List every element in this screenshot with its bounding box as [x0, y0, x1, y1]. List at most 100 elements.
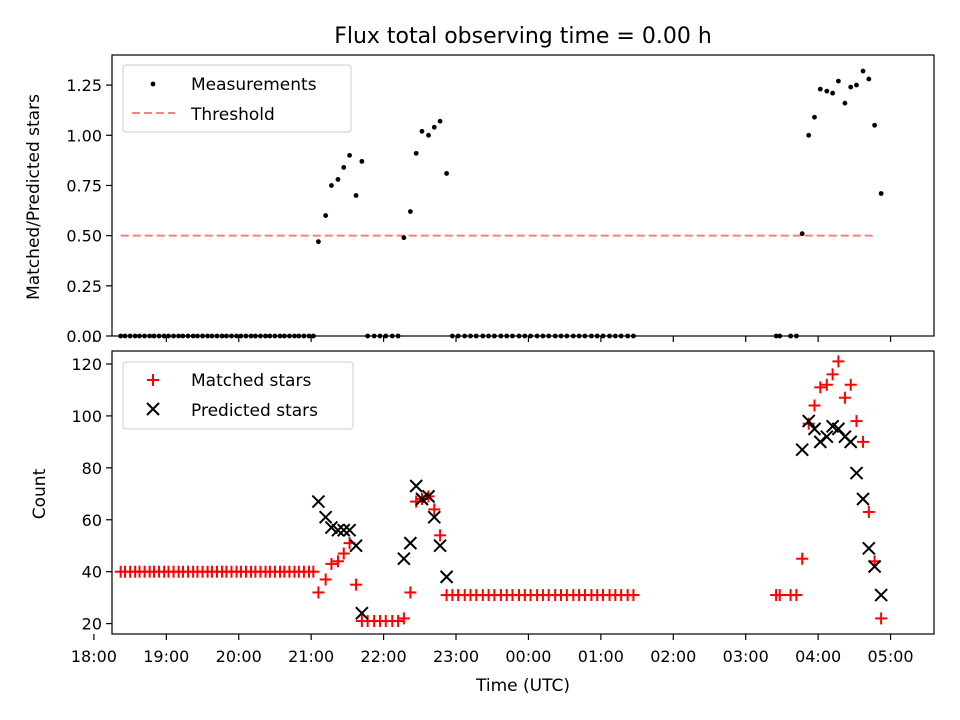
measurement-point: [812, 114, 817, 120]
predicted-star-point: [433, 539, 447, 553]
matched-star-point: [808, 399, 821, 412]
legend-predicted-marker: [146, 402, 160, 416]
measurement-point: [866, 76, 872, 82]
top-ytick-label: 0.25: [66, 277, 102, 296]
measurement-point: [824, 88, 830, 94]
top-ytick-label: 0.50: [66, 227, 102, 246]
bottom-legend-box: [122, 361, 354, 430]
measurement-point: [854, 82, 859, 88]
xtick-label: 00:00: [505, 647, 551, 666]
measurement-point: [347, 152, 352, 158]
top-ytick-label: 0.00: [66, 327, 102, 346]
predicted-star-point: [874, 588, 888, 602]
matched-star-point: [814, 381, 827, 394]
matched-star-point: [397, 612, 410, 625]
matched-star-point: [875, 612, 888, 625]
measurement-point: [799, 231, 805, 237]
predicted-star-point: [862, 541, 876, 556]
matched-star-point: [627, 589, 640, 602]
matched-star-point: [312, 586, 325, 599]
legend-predicted-label: Predicted stars: [191, 401, 318, 421]
predicted-star-point: [439, 570, 454, 584]
measurement-point: [848, 84, 854, 90]
top-y-axis-label: Matched/Predicted stars: [24, 94, 44, 300]
xtick-label: 03:00: [723, 647, 769, 666]
matched-star-point: [319, 573, 332, 586]
predicted-star-point: [311, 494, 326, 509]
predicted-star-point: [403, 536, 418, 550]
measurement-point: [431, 124, 437, 130]
matched-star-point: [428, 503, 441, 516]
top-panel: 0.00 0.25 0.50 0.75 1.00 1.25: [66, 68, 892, 346]
matched-star-point: [857, 435, 870, 448]
legend-threshold-label: Threshold: [190, 105, 275, 125]
matched-star-point: [832, 355, 845, 368]
matched-star-point: [820, 378, 833, 391]
matched-star-point: [325, 557, 338, 570]
x-axis-label: Time (UTC): [475, 676, 570, 696]
bottom-ytick-label: 20: [82, 615, 102, 634]
bottom-ytick-label: 60: [82, 511, 102, 530]
measurement-point: [806, 132, 812, 138]
predicted-star-point: [807, 422, 822, 436]
xtick-label: 02:00: [650, 647, 696, 666]
predicted-star-point: [331, 523, 345, 537]
xtick-label: 20:00: [216, 647, 262, 666]
bottom-ytick-label: 120: [71, 355, 102, 374]
measurement-point: [878, 191, 884, 196]
matched-star-point: [331, 555, 344, 568]
bottom-legend: Matched stars Predicted stars: [122, 361, 354, 430]
chart-title: Flux total observing time = 0.00 h: [334, 24, 712, 49]
matched-star-point: [826, 368, 839, 381]
predicted-star-point: [397, 551, 411, 566]
predicted-star-point: [849, 466, 864, 480]
predicted-star-point: [342, 523, 357, 537]
xtick-label: 18:00: [71, 647, 117, 666]
matched-star-point: [773, 589, 786, 602]
matched-star-point: [844, 378, 857, 391]
measurement-point: [836, 78, 841, 84]
bottom-ytick-label: 80: [82, 459, 102, 478]
xtick-label: 19:00: [143, 647, 189, 666]
xtick-label: 01:00: [578, 647, 624, 666]
predicted-star-point: [820, 429, 834, 444]
predicted-star-point: [409, 479, 423, 493]
measurement-point: [444, 171, 449, 176]
bottom-axes-frame: [111, 350, 935, 635]
predicted-star-point: [427, 510, 441, 524]
matched-star-point: [838, 391, 851, 404]
predicted-star-point: [355, 606, 369, 620]
measurement-point: [359, 158, 365, 164]
measurement-point: [830, 90, 836, 96]
predicted-star-point: [795, 442, 809, 457]
predicted-star-point: [421, 489, 436, 504]
bottom-ytick-label: 40: [82, 563, 102, 582]
legend-measurements-label: Measurements: [191, 75, 317, 95]
predicted-star-point: [349, 539, 363, 553]
measurement-point: [353, 193, 359, 198]
xtick-label: 05:00: [867, 647, 913, 666]
predicted-star-point: [318, 510, 333, 524]
measurement-point: [323, 213, 329, 218]
matched-star-point: [796, 552, 809, 565]
measurement-point: [817, 86, 823, 92]
matched-star-point: [350, 578, 363, 591]
legend-measurements-marker: [150, 81, 156, 87]
measurement-point: [419, 128, 425, 134]
matched-star-point: [404, 586, 417, 599]
bottom-y-axis-label: Count: [30, 468, 50, 519]
bottom-ytick-label: 100: [71, 407, 102, 426]
measurement-point: [407, 209, 413, 214]
top-ytick-label: 0.75: [66, 176, 102, 195]
predicted-star-point: [867, 559, 882, 574]
xtick-label: 21:00: [288, 647, 334, 666]
predicted-star-point: [856, 492, 870, 506]
measurement-point: [316, 239, 321, 245]
measurement-point: [413, 150, 419, 156]
xtick-label: 23:00: [433, 647, 479, 666]
top-legend: Measurements Threshold: [122, 64, 352, 133]
top-legend-box: [122, 64, 352, 133]
measurement-point: [341, 165, 347, 170]
legend-matched-marker: [147, 374, 159, 386]
top-ytick-label: 1.25: [66, 76, 102, 95]
